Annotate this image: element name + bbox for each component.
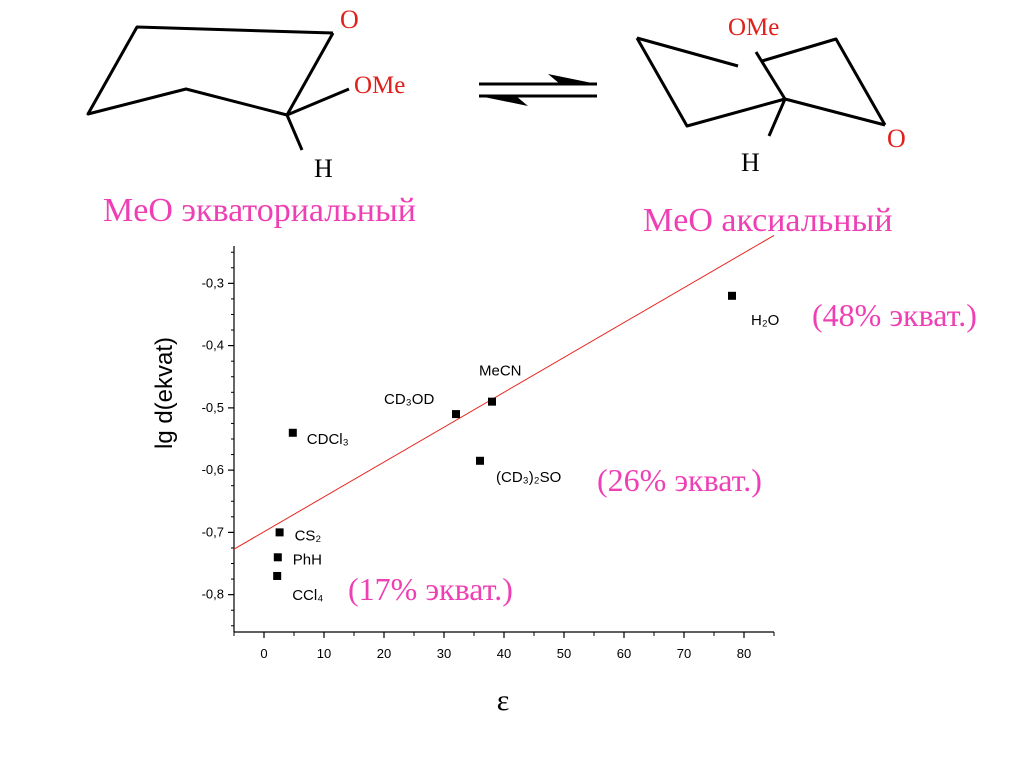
data-point [728,291,736,300]
h2o-percent-annotation: (48% экват.) [812,297,977,333]
point-labels: H₂O MeCN CD₃OD CDCl₃ (CD₃)₂SO CS₂ PhH CCl₄ [292,312,779,604]
chart-axes [228,246,775,638]
ccl4-percent-annotation: (17% экват.) [348,571,513,607]
equatorial-label: MeO экваториальный [103,192,417,229]
ring-oxygen-left: O [340,5,359,34]
y-tick-label: -0,4 [202,338,224,353]
point-label: MeCN [479,363,522,380]
data-points [273,291,736,580]
x-axis-title: ε [497,684,510,717]
axial-label: MeO аксиальный [643,202,893,239]
x-tick-labels: 0 10 20 30 40 50 60 70 80 [260,646,751,661]
x-tick-label: 40 [497,646,511,661]
data-point [273,553,282,562]
x-tick-label: 30 [437,646,451,661]
dmso-percent-annotation: (26% экват.) [597,462,762,498]
data-point [288,428,297,437]
x-tick-label: 10 [317,646,331,661]
data-point [476,456,484,465]
y-tick-label: -0,7 [202,524,224,539]
y-tick-label: -0,5 [202,400,224,415]
ome-substituent-left: OMe [354,72,406,99]
y-axis-title: lg d(ekvat) [151,337,178,449]
point-label: CCl₄ [292,587,323,604]
ring-oxygen-right: O [887,124,906,153]
equatorial-chair-ring [86,25,350,151]
hydrogen-left: H [314,154,333,183]
x-tick-label: 60 [617,646,631,661]
point-label: PhH [293,551,322,568]
conformer-structures [86,25,887,151]
point-label: CD₃OD [384,391,434,408]
regression-line [233,234,775,550]
data-point [452,410,460,419]
x-tick-label: 80 [737,646,751,661]
x-tick-label: 70 [677,646,691,661]
hydrogen-right: H [741,148,760,177]
axial-chair-ring [635,36,887,137]
equilibrium-arrows [479,74,597,106]
data-point [273,571,282,580]
point-label: CS₂ [295,527,322,544]
x-tick-label: 0 [260,646,267,661]
x-tick-label: 50 [557,646,571,661]
point-label: (CD₃)₂SO [496,469,561,486]
y-tick-label: -0,3 [202,275,224,290]
regression-line-group [233,234,775,550]
y-tick-label: -0,8 [202,587,224,602]
y-tick-labels: -0,3 -0,4 -0,5 -0,6 -0,7 -0,8 [202,275,224,601]
point-label: H₂O [751,312,779,329]
ome-substituent-right: OMe [728,14,780,41]
data-point [488,397,496,406]
point-label: CDCl₃ [307,431,349,448]
x-tick-label: 20 [377,646,391,661]
y-tick-label: -0,6 [202,462,224,477]
data-point [275,528,284,537]
